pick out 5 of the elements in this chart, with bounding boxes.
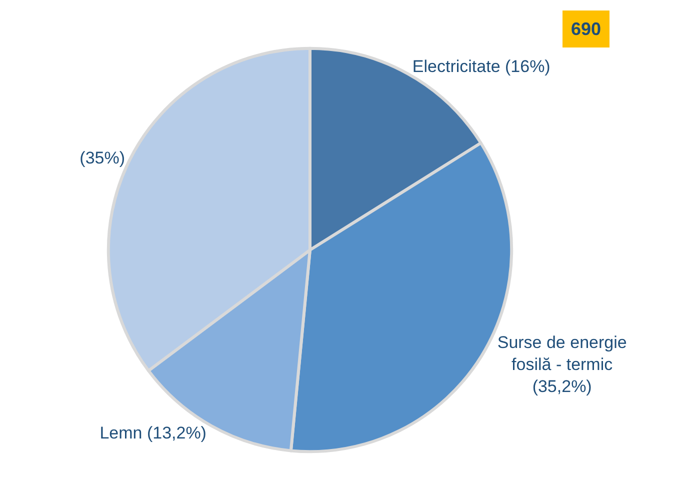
slice-label: Electricitate (16%) — [412, 56, 550, 76]
text: 690 — [571, 19, 602, 39]
slice-label: Lemn (13,2%) — [100, 423, 206, 442]
slice-label: Surse de energie fosilă - termic (35,2%) — [497, 333, 627, 396]
slice-label: (35%) — [80, 148, 126, 168]
